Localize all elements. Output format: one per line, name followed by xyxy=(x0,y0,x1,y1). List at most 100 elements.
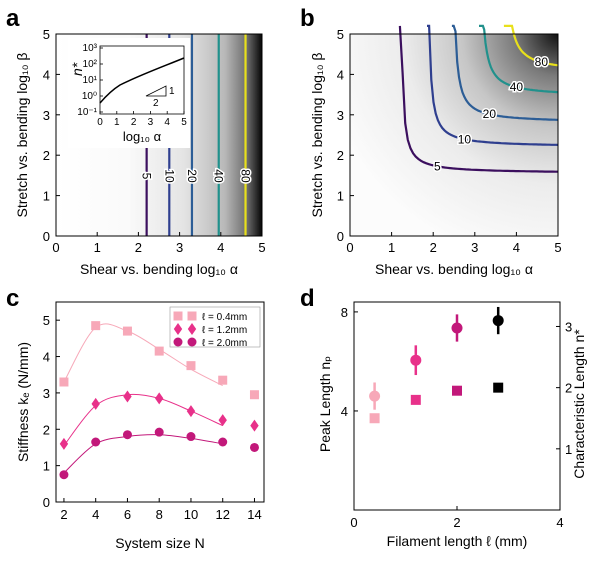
fit-curve-0 xyxy=(63,323,223,387)
inset-curve xyxy=(99,57,185,104)
panel-d-label: d xyxy=(300,285,315,312)
data-point xyxy=(186,432,196,442)
contour-label-80: 80 xyxy=(535,55,549,69)
panel-c-legend: ℓ = 0.4mm ℓ = 1.2mm ℓ = 2.0mm xyxy=(169,306,261,349)
panel-d-plot xyxy=(369,306,504,424)
x-tick-label: 10 xyxy=(184,507,198,522)
contour-line-5 xyxy=(398,25,558,173)
y-tick-label: 5 xyxy=(43,27,50,42)
x-tick-label: 3 xyxy=(471,240,478,255)
x-tick-label: 14 xyxy=(247,507,261,522)
data-point xyxy=(59,470,69,480)
inset-y-tick-label: 10¹ xyxy=(83,75,98,86)
panel-d-ylabel-right: Characteristic Length n* xyxy=(571,329,587,479)
inset-slope-triangle xyxy=(145,85,167,97)
contour-line-20 xyxy=(451,24,558,121)
data-point xyxy=(122,430,132,440)
characteristic-length-point xyxy=(410,394,421,405)
data-point xyxy=(250,419,259,432)
inset-x-tick-label: 3 xyxy=(148,117,154,128)
x-tick-label: 1 xyxy=(388,240,395,255)
panel-b-frame xyxy=(349,33,559,237)
y-tick-label: 8 xyxy=(341,305,348,320)
legend-marker xyxy=(187,311,197,321)
y-tick-label: 2 xyxy=(337,148,344,163)
inset-slope-run: 2 xyxy=(153,98,159,109)
legend-label: ℓ = 0.4mm xyxy=(202,312,247,323)
characteristic-length-point xyxy=(493,382,504,393)
panel-b-contours: 5 10 20 40 80 xyxy=(398,24,559,175)
legend-marker xyxy=(187,337,197,347)
panel-a-ylabel: Stretch vs. bending log₁₀ β xyxy=(14,53,30,218)
y-tick-label: 3 xyxy=(43,108,50,123)
panel-c-xlabel: System size N xyxy=(115,535,204,551)
data-point xyxy=(91,321,101,331)
contour-label-20: 20 xyxy=(483,107,497,121)
data-point xyxy=(218,437,228,447)
panel-c-plot xyxy=(59,321,259,480)
inset-x-tick-label: 0 xyxy=(97,117,103,128)
inset-ylabel: n* xyxy=(69,62,85,76)
x-tick-label: 8 xyxy=(156,507,163,522)
contour-line-80 xyxy=(503,24,559,67)
inset-y-tick-label: 10² xyxy=(83,59,98,70)
contour-label-20: 20 xyxy=(185,169,199,183)
x-tick-label: 4 xyxy=(556,515,563,530)
x-tick-label: 0 xyxy=(52,240,59,255)
data-point xyxy=(186,405,196,418)
x-tick-label: 0 xyxy=(350,515,357,530)
legend-box xyxy=(169,306,261,348)
fit-curve-1 xyxy=(63,393,223,446)
data-point xyxy=(91,397,100,410)
peak-length-point xyxy=(451,322,463,334)
inset-x-tick-label: 1 xyxy=(114,117,120,128)
y-tick-label: 5 xyxy=(337,27,344,42)
x-tick-label: 12 xyxy=(215,507,229,522)
y-tick-label: 0 xyxy=(43,495,50,510)
y-tick-label: 3 xyxy=(337,108,344,123)
legend-marker xyxy=(173,311,183,321)
x-tick-label: 6 xyxy=(124,507,131,522)
x-tick-label: 1 xyxy=(94,240,101,255)
y-right-tick-label: 3 xyxy=(565,319,572,334)
x-tick-label: 2 xyxy=(430,240,437,255)
x-tick-label: 2 xyxy=(60,507,67,522)
peak-length-point xyxy=(492,315,504,327)
y-right-tick-label: 2 xyxy=(565,381,572,396)
x-tick-label: 4 xyxy=(217,240,224,255)
contour-label-40: 40 xyxy=(510,80,524,94)
y-tick-label: 3 xyxy=(43,386,50,401)
y-tick-label: 4 xyxy=(341,404,348,419)
x-tick-label: 3 xyxy=(176,240,183,255)
x-tick-label: 5 xyxy=(258,240,265,255)
y-tick-label: 1 xyxy=(43,459,50,474)
data-point xyxy=(249,442,259,452)
panel-b-xlabel: Shear vs. bending log₁₀ α xyxy=(375,261,533,277)
inset-slope-rise: 1 xyxy=(169,86,175,97)
peak-length-point xyxy=(410,354,422,366)
data-point xyxy=(122,326,132,336)
x-tick-label: 2 xyxy=(453,515,460,530)
data-point xyxy=(154,346,164,356)
y-tick-label: 4 xyxy=(337,67,344,82)
contour-line-10 xyxy=(427,24,559,146)
y-tick-label: 1 xyxy=(337,189,344,204)
data-point xyxy=(186,361,196,371)
panel-c-label: c xyxy=(6,285,19,312)
panel-c-ylabel: Stiffness kₑ (N/mm) xyxy=(15,342,31,462)
data-point xyxy=(155,392,164,405)
data-point xyxy=(123,390,132,403)
panel-b-ylabel: Stretch vs. bending log₁₀ β xyxy=(309,53,325,218)
panel-b-heatmap xyxy=(350,34,558,236)
inset-y-tick-label: 10⁰ xyxy=(82,91,97,102)
panel-b-ticks: 0 1 2 3 4 5 0 1 2 3 4 5 xyxy=(337,27,562,255)
characteristic-length-point xyxy=(452,385,462,396)
inset-xlabel: log₁₀ α xyxy=(123,129,162,144)
